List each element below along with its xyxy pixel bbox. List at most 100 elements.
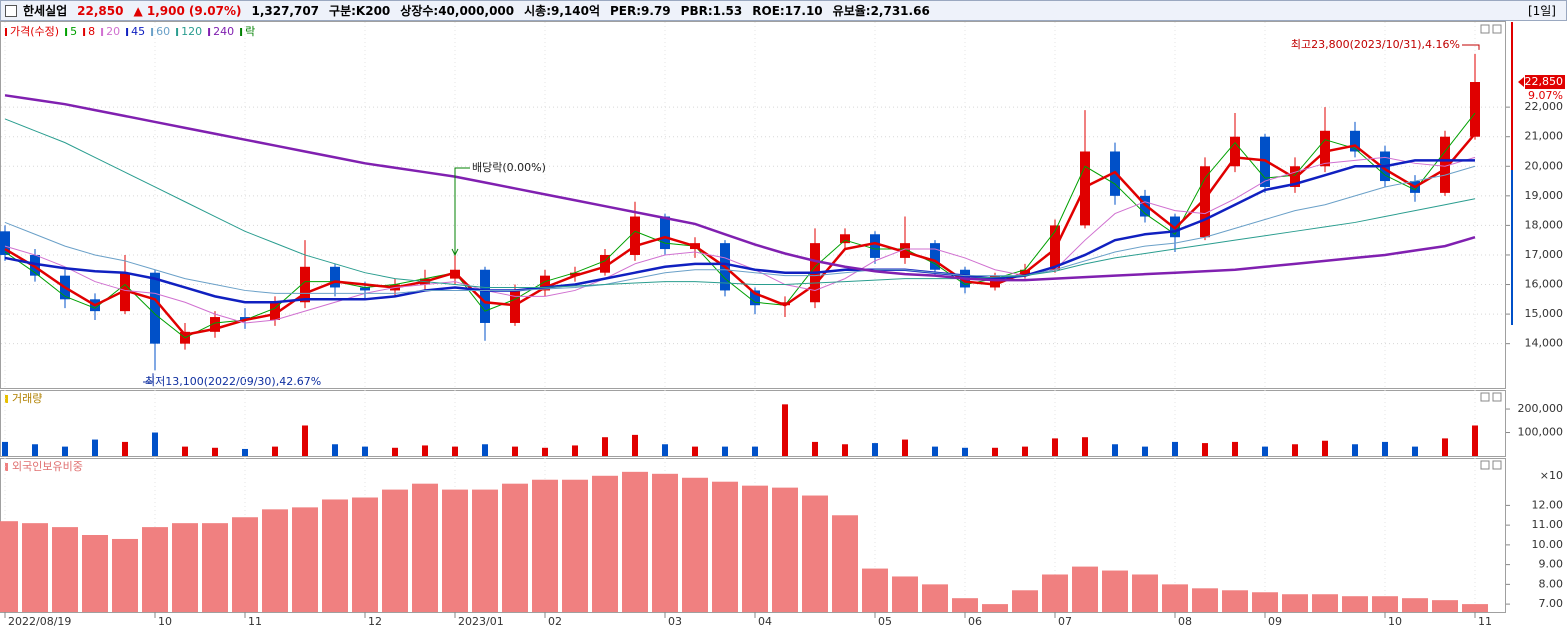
foreign-bar [1312,594,1338,612]
foreign-bar [1132,574,1158,612]
candle-body [900,243,910,258]
period[interactable]: [1일] [1527,4,1556,18]
candle-body [630,216,640,255]
candle-body [270,302,280,321]
volume-bar [182,446,188,456]
foreign-bar [142,527,168,612]
field: 구분:K200 [329,4,391,18]
y-tick-label: 17,000 [1525,248,1564,261]
change-pct: (9.07%) [188,3,242,18]
volume-bar [452,446,458,456]
x-tick-label: 05 [878,615,892,628]
pane-button[interactable] [1480,460,1490,470]
checkbox[interactable] [5,4,17,17]
volume-bar [902,439,908,456]
foreign-bar [952,598,978,612]
y-tick-label: 20,000 [1525,159,1564,172]
x-tick-label: 04 [758,615,772,628]
volume-bar [1022,446,1028,456]
legend-label: 60 [156,25,170,38]
x-tick-label: 2022/08/19 [8,615,71,628]
y-tick-label: 14,000 [1525,337,1564,350]
volume-bar [542,447,548,456]
pane-title-marker [5,395,8,403]
volume-bar [1472,425,1478,456]
y-tick-label: 9.00 [1539,558,1564,571]
volume-bar [602,437,608,456]
candle-body [480,269,490,323]
pane-title-marker [5,463,8,471]
candle-body [840,234,850,244]
pane-buttons[interactable] [1480,24,1502,470]
candle-body [1470,82,1480,137]
x-tick-label: 2023/01 [458,615,504,628]
foreign-bar [172,523,198,612]
foreign-bar [382,489,408,612]
y-tick-label: 12.00 [1532,498,1564,511]
volume-bar [812,441,818,456]
change: ▲ 1,900 [133,3,185,18]
volume-bar [1382,441,1388,456]
foreign-bar [1282,594,1308,612]
foreign-bar [352,497,378,612]
y-tick-label: 10.00 [1532,538,1564,551]
volume-bar [572,445,578,456]
ma-line [4,118,1476,288]
volume-bar [752,446,758,456]
volume-bar [842,444,848,456]
y-tick-label: 11.00 [1532,518,1564,531]
foreign-bar [262,509,288,612]
y-tick-label: 15,000 [1525,307,1564,320]
price-pane [0,21,1506,389]
legend-label: 20 [106,25,120,38]
field: 시총:9,140억 [524,4,601,18]
volume-bar [932,446,938,456]
x-tick-label: 07 [1058,615,1072,628]
foreign-bar [322,499,348,612]
volume-bar [1352,444,1358,456]
candle-body [1260,136,1270,187]
x-tick-label: 10 [158,615,172,628]
legend-swatch [126,28,129,36]
volume-bar [482,444,488,456]
foreign-bar [1432,600,1458,612]
foreign-bar [742,485,768,612]
pane-button[interactable] [1480,392,1490,402]
y-tick-label: 200,000 [1518,402,1564,415]
foreign-bar [1072,566,1098,612]
foreign-bar [532,479,558,612]
y-tick-label: 19,000 [1525,189,1564,202]
volume-bar [1082,437,1088,456]
pane-button[interactable] [1492,460,1502,470]
volume-bar [302,425,308,456]
y-tick-label: 16,000 [1525,278,1564,291]
x-tick-label: 08 [1178,615,1192,628]
ma-line [4,159,1475,304]
pane-button[interactable] [1492,24,1502,34]
foreign-bar [1102,570,1128,612]
foreign-bar [1402,598,1428,612]
candle-body [1320,130,1330,167]
volume-bar [242,448,248,456]
header-bar: 한세실업 22,850 ▲ 1,900 (9.07%) 1,327,707 구분… [0,0,1567,21]
candle-body [510,290,520,323]
stock-name: 한세실업 [23,4,68,18]
pane-button[interactable] [1480,24,1490,34]
foreign-bar [982,604,1008,612]
foreign-bar [802,495,828,612]
ex-dividend-arrow [451,167,470,257]
candle-body [30,254,40,276]
volume-title: 거래량 [12,392,42,405]
foreign-bar [232,517,258,612]
candle-body [930,243,940,270]
foreign-bar [1042,574,1068,612]
field: PER:9.79 [610,3,671,18]
foreign-bar [1252,592,1278,612]
pane-button[interactable] [1492,392,1502,402]
foreign-bar [82,535,108,612]
x-tick-label: 09 [1268,615,1282,628]
volume-bar [1442,438,1448,456]
foreign-bar [892,576,918,612]
volume-bar [992,447,998,456]
